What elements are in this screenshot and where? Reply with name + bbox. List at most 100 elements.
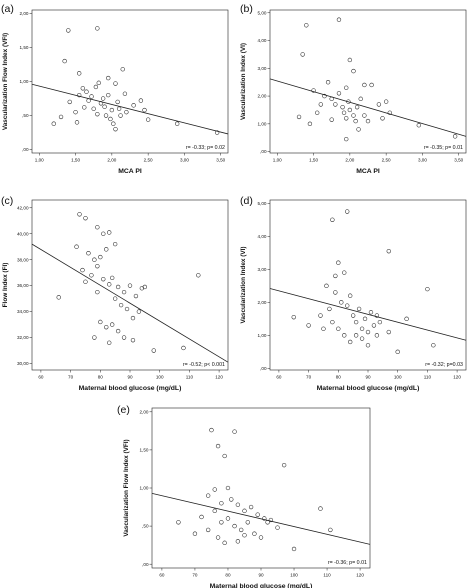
data-point bbox=[416, 123, 421, 128]
plot-frame bbox=[31, 9, 229, 154]
x-axis-label: MCA PI bbox=[356, 168, 380, 175]
x-tick-label: 110 bbox=[424, 375, 432, 380]
data-point bbox=[82, 105, 87, 110]
x-tick-label: 70 bbox=[306, 375, 312, 380]
data-point bbox=[133, 293, 139, 299]
data-point bbox=[374, 313, 380, 318]
data-point bbox=[107, 230, 112, 235]
y-tick-label: 4,00 bbox=[258, 38, 267, 43]
x-tick-label: 80 bbox=[336, 375, 342, 380]
data-point bbox=[431, 343, 436, 348]
y-tick-label: 1,00 bbox=[258, 121, 267, 126]
data-point bbox=[196, 273, 201, 278]
data-point bbox=[347, 57, 353, 63]
y-tick-label: 36,00 bbox=[17, 283, 29, 288]
data-point bbox=[93, 84, 99, 90]
data-point bbox=[176, 520, 181, 525]
data-point bbox=[258, 535, 264, 540]
x-tick-label: 3,00 bbox=[418, 158, 427, 163]
x-tick-label: 70 bbox=[192, 573, 198, 578]
regression-line bbox=[31, 243, 229, 363]
x-tick-label: 1,50 bbox=[71, 158, 80, 163]
data-point bbox=[336, 326, 341, 331]
data-point bbox=[232, 523, 237, 529]
data-point bbox=[235, 502, 241, 507]
y-tick-label: 34,00 bbox=[17, 309, 29, 314]
data-point bbox=[359, 326, 365, 331]
y-tick-label: 1,00 bbox=[258, 333, 267, 338]
data-point bbox=[329, 96, 334, 102]
data-point bbox=[67, 99, 72, 105]
regression-line bbox=[269, 78, 467, 137]
data-point bbox=[91, 106, 96, 111]
data-point bbox=[340, 105, 345, 110]
data-point bbox=[86, 98, 91, 103]
panel-label: (d) bbox=[240, 195, 253, 207]
data-point bbox=[74, 244, 79, 249]
data-point bbox=[212, 487, 217, 492]
data-point bbox=[205, 527, 211, 533]
data-point bbox=[358, 96, 363, 102]
y-axis-label: Vascularization Flow Index (VFI) bbox=[2, 33, 9, 130]
data-point bbox=[318, 506, 323, 511]
data-point bbox=[62, 58, 67, 64]
data-point bbox=[362, 316, 368, 322]
data-point bbox=[376, 102, 382, 107]
data-point bbox=[322, 93, 327, 99]
data-point bbox=[51, 121, 56, 126]
data-point bbox=[377, 319, 383, 325]
data-point bbox=[321, 326, 326, 331]
x-tick-label: 120 bbox=[453, 375, 461, 380]
x-tick-label: 2,00 bbox=[107, 158, 116, 163]
data-point bbox=[80, 86, 85, 91]
data-point bbox=[118, 113, 123, 118]
data-point bbox=[374, 333, 380, 338]
data-point bbox=[84, 89, 89, 94]
data-point bbox=[342, 270, 347, 275]
data-point bbox=[225, 516, 231, 521]
data-point bbox=[95, 225, 100, 230]
data-point bbox=[328, 527, 333, 533]
data-point bbox=[109, 107, 115, 113]
data-point bbox=[356, 127, 361, 132]
data-point bbox=[345, 303, 350, 308]
data-point bbox=[229, 497, 234, 502]
data-point bbox=[336, 260, 341, 265]
y-tick-label: ,00 bbox=[260, 149, 267, 154]
data-point bbox=[351, 113, 356, 118]
y-tick-label: 2,00 bbox=[20, 11, 29, 16]
x-tick-label: 120 bbox=[215, 375, 223, 380]
data-point bbox=[104, 325, 109, 330]
data-point bbox=[181, 345, 186, 351]
data-point bbox=[362, 113, 367, 118]
data-point bbox=[351, 68, 356, 74]
x-axis-label: MCA PI bbox=[118, 168, 142, 175]
data-point bbox=[192, 531, 198, 536]
data-point bbox=[265, 520, 270, 525]
data-point bbox=[219, 501, 224, 506]
y-tick-label: 30,00 bbox=[17, 361, 29, 366]
panel-3: (c) 60 70 80 90 100 110 120 30,00 32,00 34,00 36,00… bbox=[1, 195, 229, 392]
y-tick-label: ,00 bbox=[260, 366, 267, 371]
data-point bbox=[281, 462, 287, 468]
data-point bbox=[209, 427, 214, 433]
data-point bbox=[300, 52, 305, 57]
correlation-annotation: r= -0.36; p= 0.01 bbox=[328, 560, 367, 566]
x-tick-label: 60 bbox=[38, 375, 44, 380]
data-point bbox=[344, 85, 349, 90]
x-tick-label: 70 bbox=[68, 375, 74, 380]
data-point bbox=[315, 110, 320, 115]
y-tick-label: 5,00 bbox=[258, 201, 267, 206]
y-tick-label: 5,00 bbox=[258, 10, 267, 15]
data-point bbox=[239, 527, 244, 533]
data-point bbox=[102, 104, 107, 109]
y-tick-label: 2,00 bbox=[140, 409, 149, 414]
data-point bbox=[145, 117, 151, 122]
data-point bbox=[98, 319, 103, 325]
x-tick-label: 2,00 bbox=[345, 158, 354, 163]
y-tick-label: ,50 bbox=[142, 524, 149, 529]
panel-2: (b) 1,00 1,50 2,00 2,50 3,00 3,50 ,00 1,00 2,00 3,… bbox=[240, 3, 467, 175]
data-point bbox=[404, 316, 409, 322]
data-point bbox=[333, 102, 338, 107]
data-point bbox=[80, 267, 85, 273]
